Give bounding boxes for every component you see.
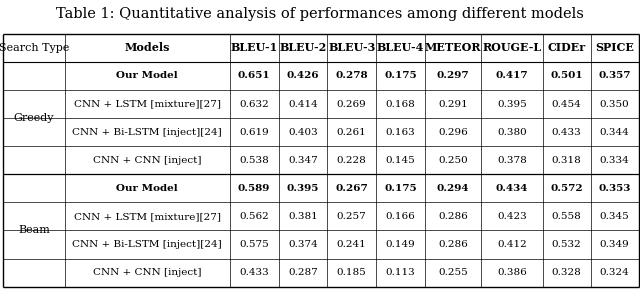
- Text: BLEU-3: BLEU-3: [328, 42, 376, 53]
- Text: CNN + CNN [inject]: CNN + CNN [inject]: [93, 156, 202, 165]
- Text: Models: Models: [125, 42, 170, 53]
- Text: 0.632: 0.632: [239, 100, 269, 108]
- Text: 0.113: 0.113: [386, 268, 415, 277]
- Text: 0.454: 0.454: [552, 100, 582, 108]
- Text: 0.241: 0.241: [337, 240, 367, 249]
- Text: 0.357: 0.357: [598, 71, 631, 81]
- Text: 0.269: 0.269: [337, 100, 367, 108]
- Text: 0.501: 0.501: [550, 71, 583, 81]
- Text: 0.380: 0.380: [497, 128, 527, 137]
- Text: SPICE: SPICE: [595, 42, 634, 53]
- Text: 0.294: 0.294: [436, 184, 469, 193]
- Text: 0.349: 0.349: [600, 240, 630, 249]
- Text: 0.324: 0.324: [600, 268, 630, 277]
- Text: BLEU-1: BLEU-1: [230, 42, 278, 53]
- Text: 0.589: 0.589: [238, 184, 270, 193]
- Text: Beam: Beam: [18, 225, 50, 235]
- Text: 0.250: 0.250: [438, 156, 468, 165]
- Text: 0.423: 0.423: [497, 212, 527, 221]
- Text: 0.278: 0.278: [335, 71, 368, 81]
- Text: 0.412: 0.412: [497, 240, 527, 249]
- Text: 0.345: 0.345: [600, 212, 630, 221]
- Text: 0.619: 0.619: [239, 128, 269, 137]
- Text: CNN + CNN [inject]: CNN + CNN [inject]: [93, 268, 202, 277]
- Text: 0.572: 0.572: [550, 184, 583, 193]
- Text: 0.417: 0.417: [495, 71, 528, 81]
- Text: 0.353: 0.353: [598, 184, 631, 193]
- Text: 0.228: 0.228: [337, 156, 367, 165]
- Text: 0.414: 0.414: [288, 100, 318, 108]
- Text: 0.163: 0.163: [386, 128, 415, 137]
- Text: 0.350: 0.350: [600, 100, 630, 108]
- Text: 0.291: 0.291: [438, 100, 468, 108]
- Text: 0.395: 0.395: [497, 100, 527, 108]
- Text: 0.257: 0.257: [337, 212, 367, 221]
- Text: METEOR: METEOR: [425, 42, 481, 53]
- Text: 0.538: 0.538: [239, 156, 269, 165]
- Text: Table 1: Quantitative analysis of performances among different models: Table 1: Quantitative analysis of perfor…: [56, 7, 584, 21]
- Text: 0.185: 0.185: [337, 268, 367, 277]
- Text: CIDEr: CIDEr: [548, 42, 586, 53]
- Text: 0.426: 0.426: [287, 71, 319, 81]
- Text: 0.532: 0.532: [552, 240, 582, 249]
- Text: 0.651: 0.651: [238, 71, 271, 81]
- Text: 0.374: 0.374: [288, 240, 318, 249]
- Text: 0.145: 0.145: [386, 156, 415, 165]
- Text: 0.347: 0.347: [288, 156, 318, 165]
- Text: BLEU-4: BLEU-4: [377, 42, 424, 53]
- Text: Our Model: Our Model: [116, 71, 178, 81]
- Text: 0.287: 0.287: [288, 268, 318, 277]
- Text: 0.434: 0.434: [496, 184, 528, 193]
- Text: 0.403: 0.403: [288, 128, 318, 137]
- Text: 0.286: 0.286: [438, 240, 468, 249]
- Text: 0.575: 0.575: [239, 240, 269, 249]
- Text: 0.297: 0.297: [436, 71, 469, 81]
- Text: CNN + Bi-LSTM [inject][24]: CNN + Bi-LSTM [inject][24]: [72, 128, 222, 137]
- Text: CNN + LSTM [mixture][27]: CNN + LSTM [mixture][27]: [74, 212, 221, 221]
- Text: ROUGE-L: ROUGE-L: [483, 42, 541, 53]
- Text: CNN + Bi-LSTM [inject][24]: CNN + Bi-LSTM [inject][24]: [72, 240, 222, 249]
- Text: 0.381: 0.381: [288, 212, 318, 221]
- Text: 0.344: 0.344: [600, 128, 630, 137]
- Text: CNN + LSTM [mixture][27]: CNN + LSTM [mixture][27]: [74, 100, 221, 108]
- Text: 0.386: 0.386: [497, 268, 527, 277]
- Text: Search Type: Search Type: [0, 43, 69, 53]
- Text: 0.175: 0.175: [384, 71, 417, 81]
- Text: 0.175: 0.175: [384, 184, 417, 193]
- Text: 0.296: 0.296: [438, 128, 468, 137]
- Text: 0.395: 0.395: [287, 184, 319, 193]
- Text: Greedy: Greedy: [13, 113, 54, 123]
- Text: 0.168: 0.168: [386, 100, 415, 108]
- Text: 0.334: 0.334: [600, 156, 630, 165]
- Text: 0.433: 0.433: [239, 268, 269, 277]
- Text: 0.328: 0.328: [552, 268, 582, 277]
- Text: 0.255: 0.255: [438, 268, 468, 277]
- Text: 0.261: 0.261: [337, 128, 367, 137]
- Text: 0.318: 0.318: [552, 156, 582, 165]
- Text: 0.166: 0.166: [386, 212, 415, 221]
- Text: 0.378: 0.378: [497, 156, 527, 165]
- Text: 0.562: 0.562: [239, 212, 269, 221]
- Text: 0.149: 0.149: [386, 240, 415, 249]
- Text: Our Model: Our Model: [116, 184, 178, 193]
- Text: 0.558: 0.558: [552, 212, 582, 221]
- Text: BLEU-2: BLEU-2: [279, 42, 326, 53]
- Text: 0.286: 0.286: [438, 212, 468, 221]
- Text: 0.267: 0.267: [335, 184, 368, 193]
- Text: 0.433: 0.433: [552, 128, 582, 137]
